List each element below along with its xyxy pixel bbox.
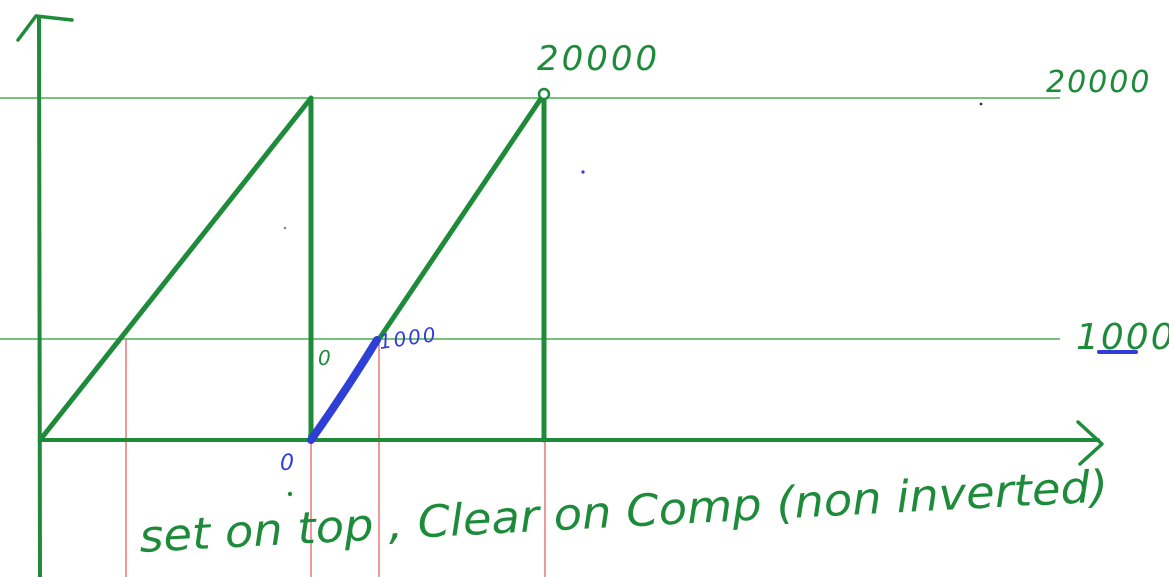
sawtooth-waveform: [37, 91, 547, 443]
y-axis: [37, 16, 42, 577]
x-axis-arrowhead: [1076, 420, 1104, 466]
stray-dot-3: [287, 491, 293, 497]
peak-value-label: 20000: [537, 39, 660, 79]
stray-dot-4: [283, 226, 287, 230]
top-level-right-label: 20000: [1046, 65, 1151, 100]
vertical-zero-label: 0: [318, 346, 331, 370]
stray-dot-1: [581, 170, 585, 174]
origin-zero-label: 0: [280, 451, 294, 476]
compare-level-right-label: 1000: [1076, 317, 1169, 358]
mode-caption: set on top , Clear on Comp (non inverted…: [138, 461, 1109, 563]
y-axis-arrowhead: [16, 14, 74, 42]
stray-dot-2: [979, 102, 983, 106]
highlight-segment: [307, 336, 381, 444]
peak-point: [537, 87, 551, 101]
